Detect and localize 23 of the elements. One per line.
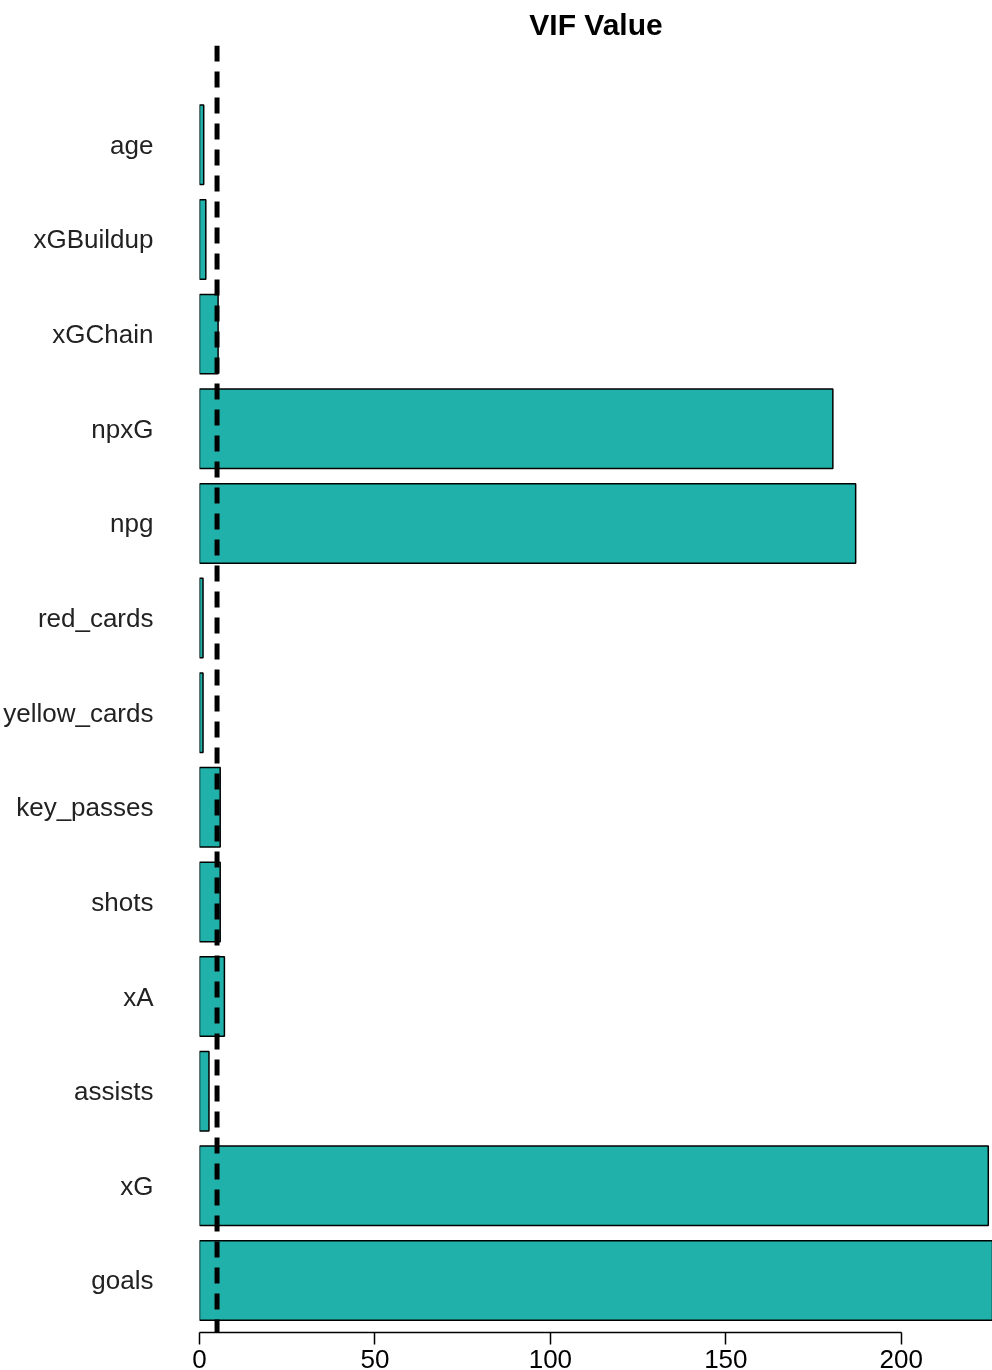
- y-tick-label: npg: [110, 508, 154, 539]
- y-tick-label: xG: [120, 1170, 154, 1201]
- y-tick-label: yellow_cards: [3, 697, 154, 728]
- y-tick-label: key_passes: [16, 792, 154, 823]
- y-tick-label: age: [110, 129, 154, 160]
- y-tick-label: goals: [91, 1265, 154, 1296]
- x-tick-label: 0: [192, 1343, 207, 1370]
- x-tick-label: 50: [360, 1343, 390, 1370]
- x-tick-label: 200: [879, 1343, 923, 1370]
- bar: [199, 199, 207, 280]
- y-tick-label: xGChain: [52, 319, 154, 350]
- bar: [199, 1050, 210, 1132]
- bar: [199, 577, 204, 659]
- y-tick-label: xGBuildup: [33, 224, 154, 255]
- y-tick-label: shots: [91, 886, 154, 917]
- bar: [199, 672, 204, 754]
- y-tick-label: red_cards: [37, 603, 154, 634]
- y-tick-label: assists: [74, 1076, 154, 1107]
- y-tick-label: xA: [123, 981, 155, 1012]
- chart-title: VIF Value: [529, 7, 663, 41]
- x-tick-label: 150: [704, 1343, 748, 1370]
- y-tick-label: npxG: [91, 413, 154, 444]
- x-tick-label: 100: [528, 1343, 573, 1370]
